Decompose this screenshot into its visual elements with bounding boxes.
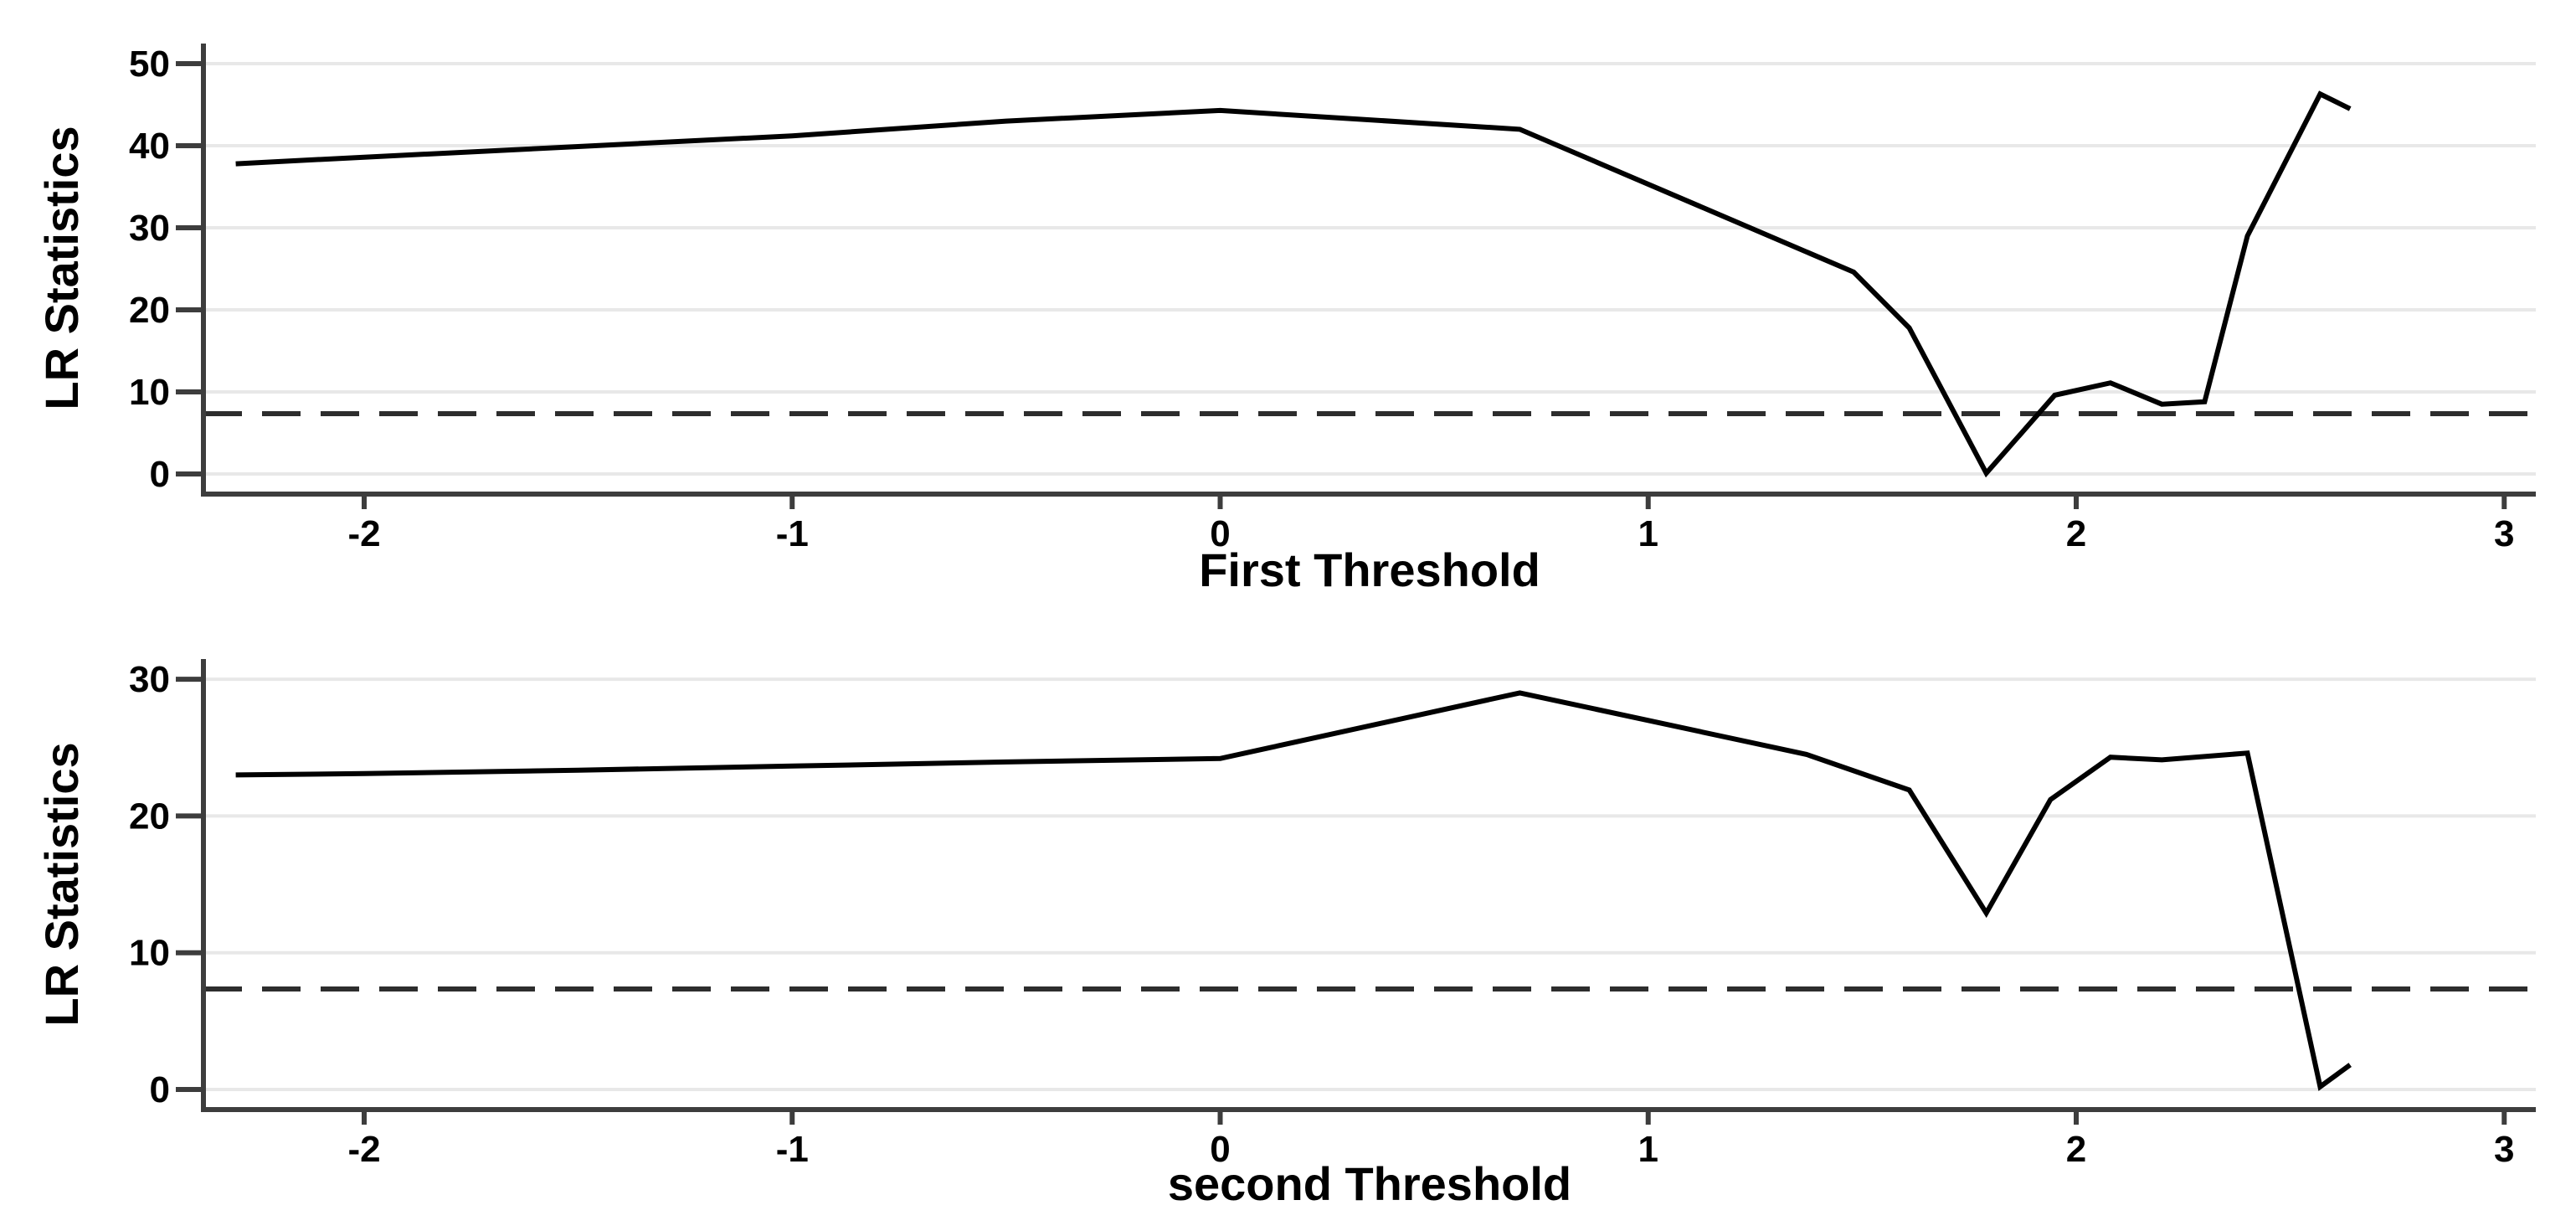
panel-second-gridlines: [203, 677, 2536, 1091]
panel-second-tick-labels: 0 10 20 30 -2 -1 0 1 2 3: [129, 659, 2514, 1170]
x-tick-label: -1: [776, 1129, 809, 1170]
y-tick-label: 20: [129, 796, 170, 837]
y-tick-label: 30: [129, 659, 170, 700]
x-tick-label: 2: [2066, 513, 2086, 554]
x-tick-label: 0: [1210, 1129, 1230, 1170]
lr-statistic-line: [235, 90, 2352, 478]
panel-second-threshold: 0 10 20 30 -2 -1 0 1 2 3 LR Statistics second Thr…: [35, 659, 2536, 1210]
panel-first-threshold: 0 10 20 30 40 50 -2 -1 0 1 2 3 LR Statistics First …: [35, 44, 2536, 596]
x-tick-label: 3: [2494, 513, 2514, 554]
x-tick-label: 2: [2066, 1129, 2086, 1170]
lr-statistic-line: [235, 690, 2352, 1091]
x-tick-label: -2: [347, 513, 380, 554]
panel-first-series: [235, 90, 2352, 478]
x-tick-label: 1: [1638, 513, 1658, 554]
y-tick-label: 10: [129, 372, 170, 413]
y-tick-label: 40: [129, 126, 170, 167]
panel-second-x-axis-title: second Threshold: [1168, 1157, 1571, 1210]
x-tick-label: 1: [1638, 1129, 1658, 1170]
panel-first-tick-labels: 0 10 20 30 40 50 -2 -1 0 1 2 3: [129, 44, 2514, 554]
y-tick-label: 0: [150, 454, 170, 495]
x-tick-label: 3: [2494, 1129, 2514, 1170]
panel-second-axes: [176, 659, 2536, 1125]
panel-first-x-axis-title: First Threshold: [1199, 543, 1540, 596]
panel-second-y-axis-title: LR Statistics: [35, 742, 88, 1026]
y-tick-label: 30: [129, 208, 170, 249]
x-tick-label: 0: [1210, 513, 1230, 554]
panel-second-series: [235, 690, 2352, 1091]
y-tick-label: 50: [129, 44, 170, 85]
x-tick-label: -1: [776, 513, 809, 554]
x-tick-label: -2: [347, 1129, 380, 1170]
panel-first-axes: [176, 44, 2536, 509]
y-tick-label: 0: [150, 1069, 170, 1110]
panel-first-y-axis-title: LR Statistics: [35, 126, 88, 409]
y-tick-label: 20: [129, 290, 170, 331]
y-tick-label: 10: [129, 933, 170, 974]
panel-first-gridlines: [203, 62, 2536, 476]
